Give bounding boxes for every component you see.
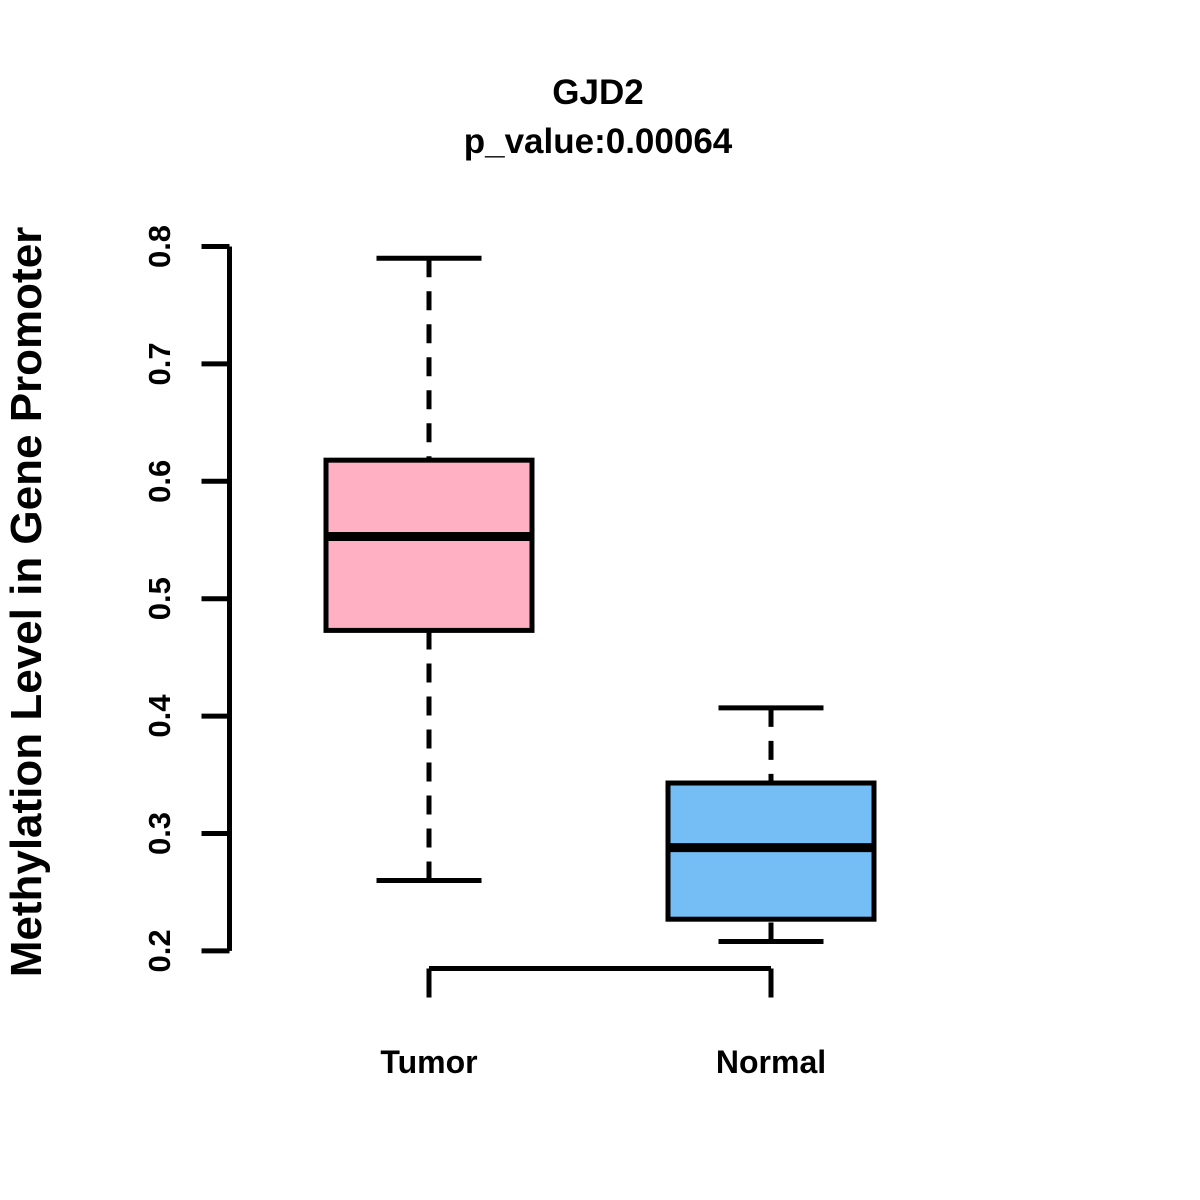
y-tick-label: 0.6	[142, 460, 177, 503]
x-tick-label-tumor: Tumor	[380, 1044, 477, 1080]
y-tick-label: 0.4	[142, 694, 177, 738]
iqr-box-tumor	[323, 457, 535, 633]
y-tick-label: 0.7	[142, 342, 177, 385]
y-tick-label: 0.8	[142, 225, 177, 268]
x-tick-label-normal: Normal	[716, 1044, 826, 1080]
y-tick-label: 0.5	[142, 577, 177, 620]
y-tick-label: 0.2	[142, 929, 177, 972]
chart-title: GJD2	[552, 73, 644, 112]
chart-subtitle-pvalue: p_value:0.00064	[463, 122, 733, 161]
y-tick-label: 0.3	[142, 812, 177, 855]
